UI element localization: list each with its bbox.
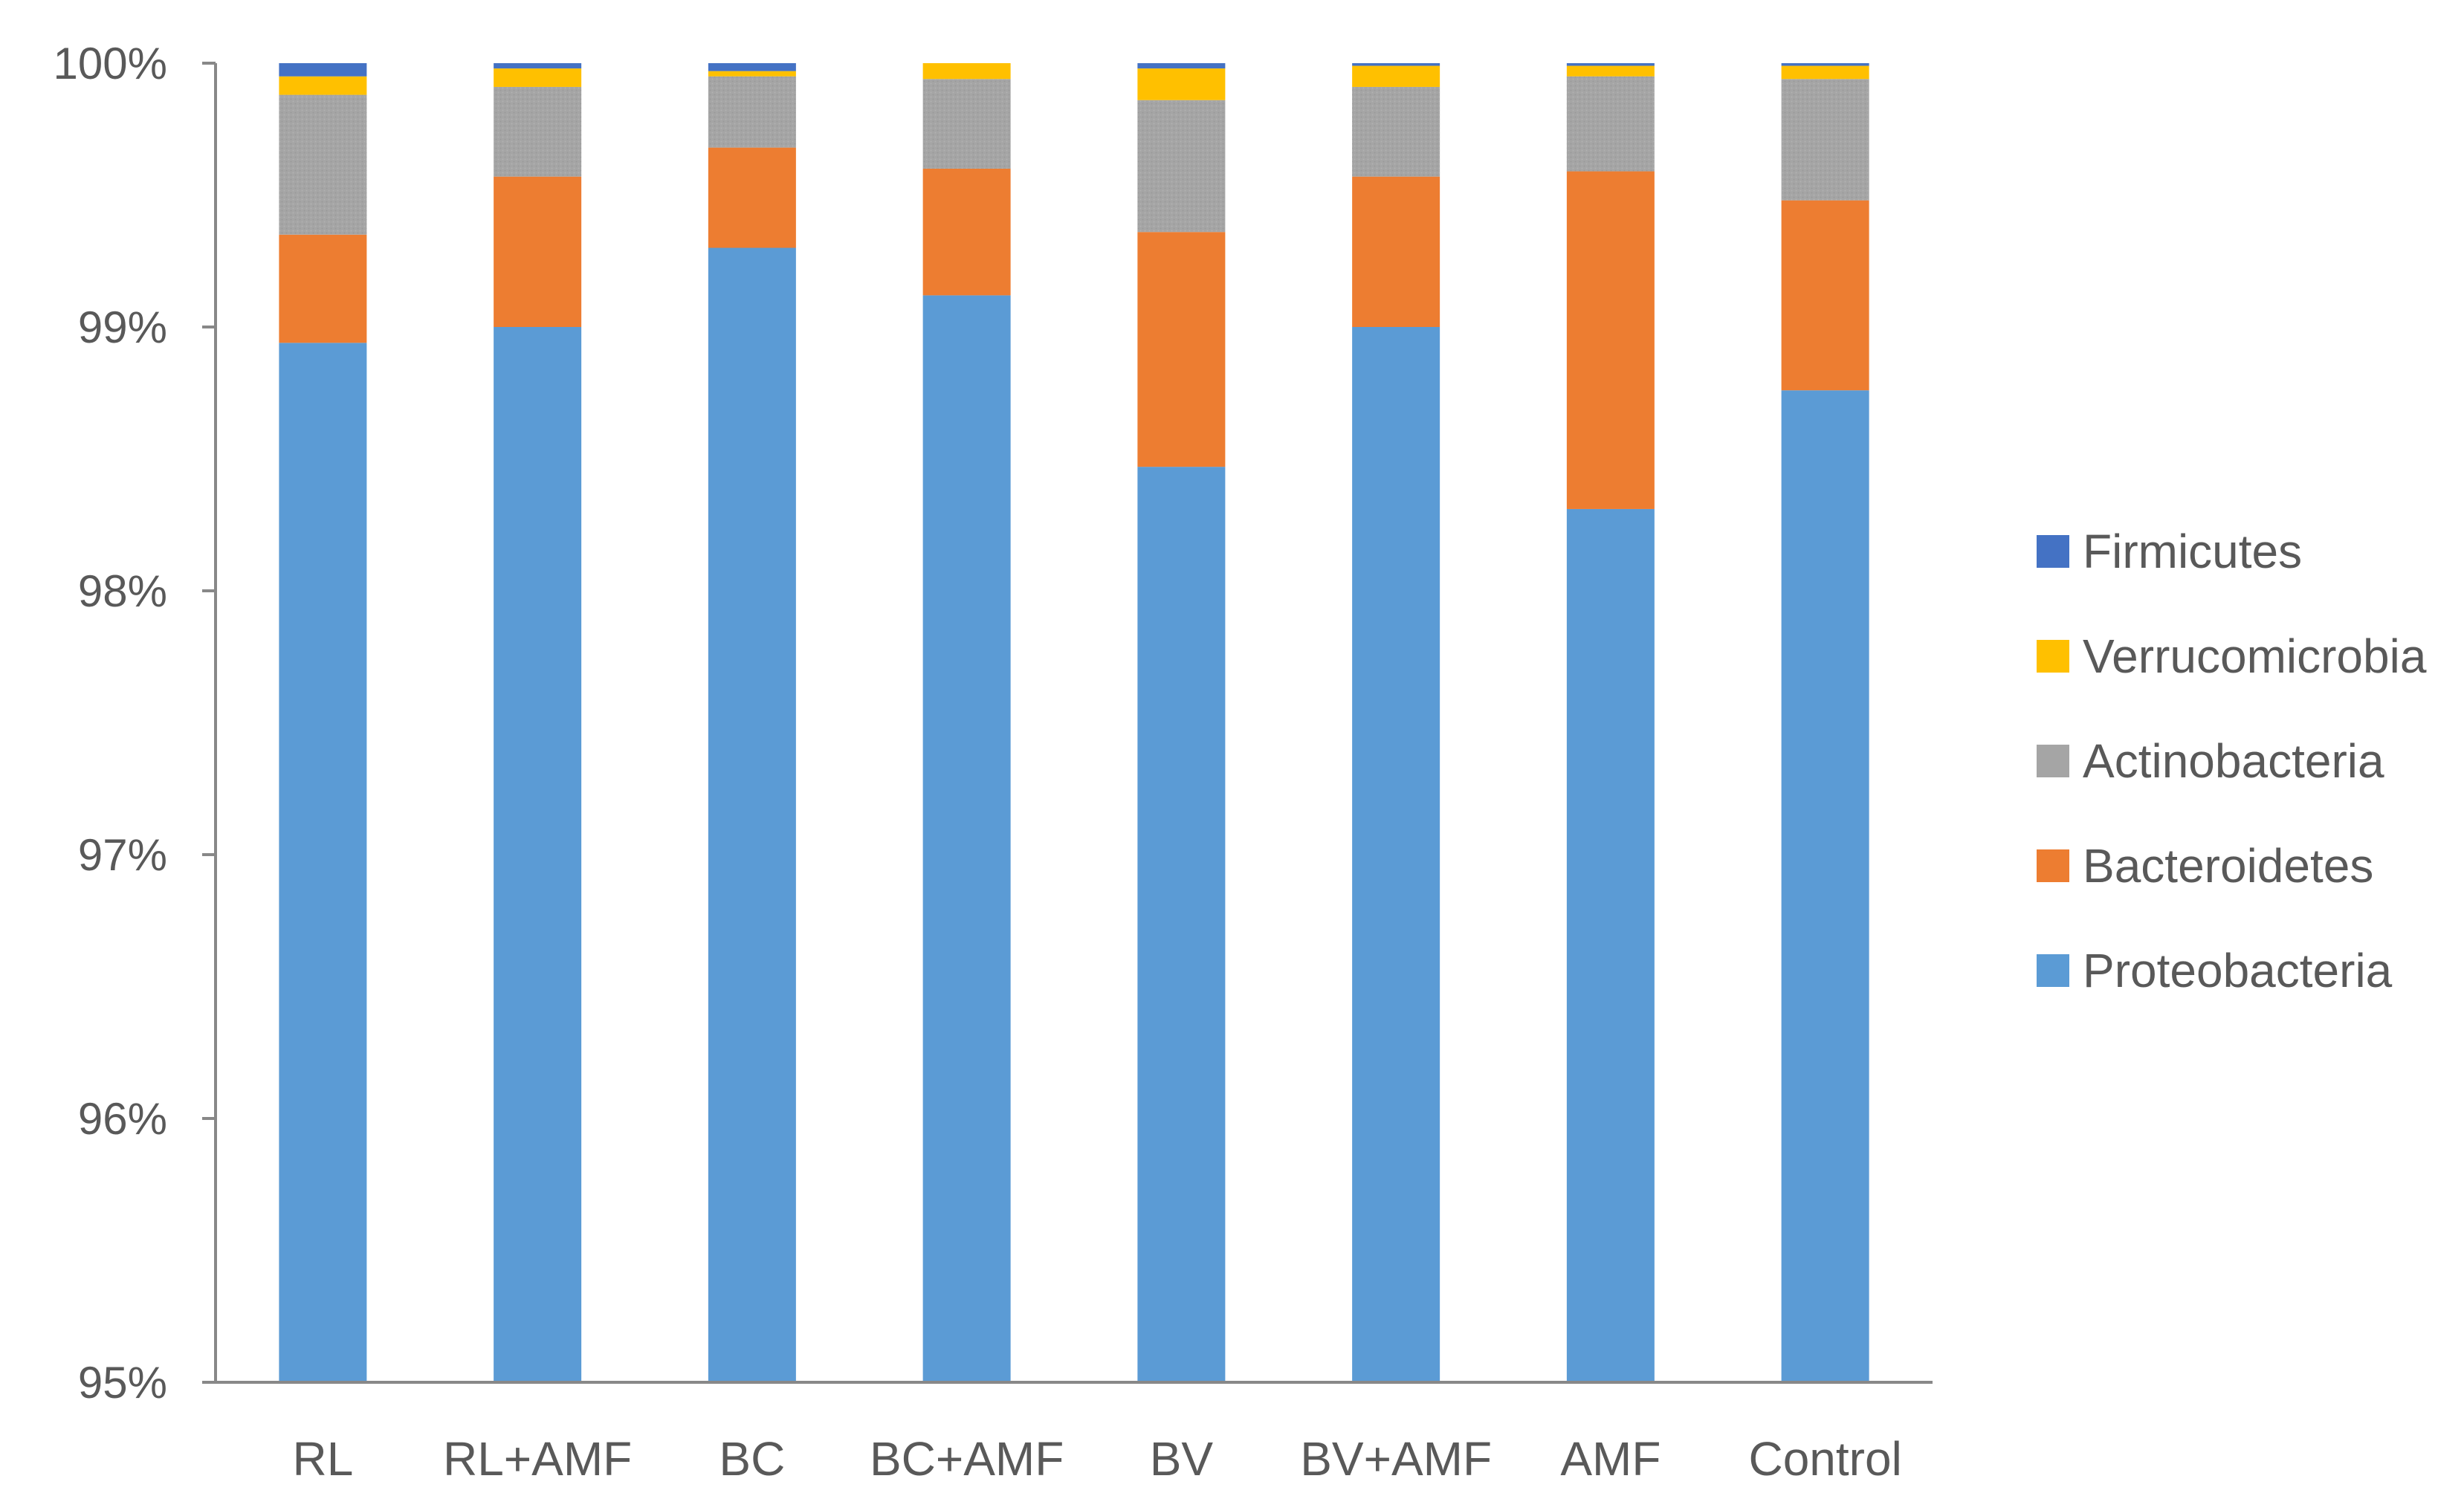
bar-segment-bacteroidetes xyxy=(708,147,796,248)
y-tick-labels: 95% 96% 97% 98% 99% 100% xyxy=(54,39,216,1408)
bar-segment-verrucomicrobia xyxy=(494,68,582,87)
bar-segment-bacteroidetes xyxy=(1781,200,1869,391)
legend-item-verrucomicrobia: Verrucomicrobia xyxy=(2037,629,2427,683)
bar-segment-texture xyxy=(279,94,367,235)
bar-stack-rl-amf xyxy=(494,63,582,1382)
bar-segment-texture xyxy=(494,86,582,177)
bar-segment-texture xyxy=(708,76,796,148)
bar-segment-verrucomicrobia xyxy=(708,71,796,77)
bar-stack-control xyxy=(1781,63,1869,1383)
legend-swatch xyxy=(2037,954,2069,987)
legend-swatch xyxy=(2037,535,2069,568)
bar-stack-bc xyxy=(708,63,796,1382)
bar-stack-bv-amf xyxy=(1352,63,1440,1382)
x-category-label: BV+AMF xyxy=(1300,1432,1492,1486)
bar-segment-firmicutes xyxy=(1781,63,1869,66)
x-category-label: BC xyxy=(719,1432,785,1486)
legend-item-bacteroidetes: Bacteroidetes xyxy=(2037,839,2373,893)
bar-segment-verrucomicrobia xyxy=(1781,65,1869,80)
bar-segment-proteobacteria xyxy=(1781,390,1869,1383)
x-category-labels: RL RL+AMF BC BC+AMF BV BV+AMF AMF Control xyxy=(292,1432,1901,1486)
x-category-label: RL xyxy=(292,1432,353,1486)
legend-label: Verrucomicrobia xyxy=(2083,629,2427,683)
bar-segment-verrucomicrobia xyxy=(279,76,367,95)
bar-segment-texture xyxy=(1566,76,1655,172)
legend-item-actinobacteria: Actinobacteria xyxy=(2037,734,2384,788)
y-tick-label: 95% xyxy=(78,1358,167,1408)
bar-segment-firmicutes xyxy=(1352,63,1440,66)
bar-stack-bc-amf xyxy=(922,63,1011,1382)
bar-segment-firmicutes xyxy=(1566,63,1655,66)
bar-segment-bacteroidetes xyxy=(922,169,1011,296)
legend-item-proteobacteria: Proteobacteria xyxy=(2037,944,2393,997)
bar-segment-verrucomicrobia xyxy=(1566,65,1655,77)
bar-segment-texture xyxy=(1781,79,1869,201)
legend: Firmicutes Verrucomicrobia Actinobacteria B… xyxy=(2037,525,2427,997)
bar-segment-bacteroidetes xyxy=(1566,171,1655,509)
bar-segment-bacteroidetes xyxy=(1137,232,1226,467)
bar-segment-proteobacteria xyxy=(494,327,582,1382)
x-category-label: Control xyxy=(1748,1432,1901,1486)
y-tick-label: 97% xyxy=(78,830,167,880)
legend-label: Actinobacteria xyxy=(2083,734,2384,788)
bar-segment-texture xyxy=(1352,86,1440,177)
x-category-label: RL+AMF xyxy=(443,1432,632,1486)
bar-segment-texture xyxy=(1137,100,1226,233)
bar-segment-proteobacteria xyxy=(279,343,367,1382)
bar-segment-proteobacteria xyxy=(1566,508,1655,1383)
legend-item-firmicutes: Firmicutes xyxy=(2037,525,2302,578)
bar-segment-verrucomicrobia xyxy=(1137,68,1226,100)
y-tick-label: 96% xyxy=(78,1094,167,1144)
legend-label: Firmicutes xyxy=(2083,525,2302,578)
bar-segment-verrucomicrobia xyxy=(922,63,1011,80)
legend-swatch xyxy=(2037,640,2069,673)
x-category-label: BC+AMF xyxy=(870,1432,1064,1486)
bar-segment-firmicutes xyxy=(279,63,367,77)
y-tick-label: 100% xyxy=(54,39,167,88)
bar-segment-firmicutes xyxy=(494,63,582,69)
y-tick-label: 98% xyxy=(78,566,167,616)
bar-segment-bacteroidetes xyxy=(494,176,582,327)
bar-stack-bv xyxy=(1137,63,1226,1382)
x-category-label: BV xyxy=(1150,1432,1214,1486)
bar-segment-bacteroidetes xyxy=(1352,176,1440,327)
bar-segment-proteobacteria xyxy=(922,295,1011,1382)
bar-stack-rl xyxy=(279,63,367,1382)
axes-layer xyxy=(214,63,1933,1384)
bar-segment-proteobacteria xyxy=(1137,467,1226,1382)
legend-swatch xyxy=(2037,745,2069,777)
bar-segment-proteobacteria xyxy=(1352,327,1440,1382)
bar-segment-verrucomicrobia xyxy=(1352,65,1440,87)
legend-label: Proteobacteria xyxy=(2083,944,2393,997)
bar-segment-firmicutes xyxy=(708,63,796,71)
y-tick-label: 99% xyxy=(78,302,167,352)
bar-segment-texture xyxy=(922,79,1011,169)
legend-swatch xyxy=(2037,849,2069,882)
bar-segment-proteobacteria xyxy=(708,247,796,1382)
bar-stack-amf xyxy=(1566,63,1655,1383)
bars-layer xyxy=(279,63,1869,1383)
x-category-label: AMF xyxy=(1560,1432,1661,1486)
bar-segment-bacteroidetes xyxy=(279,234,367,343)
legend-label: Bacteroidetes xyxy=(2083,839,2373,893)
bar-segment-firmicutes xyxy=(1137,63,1226,69)
